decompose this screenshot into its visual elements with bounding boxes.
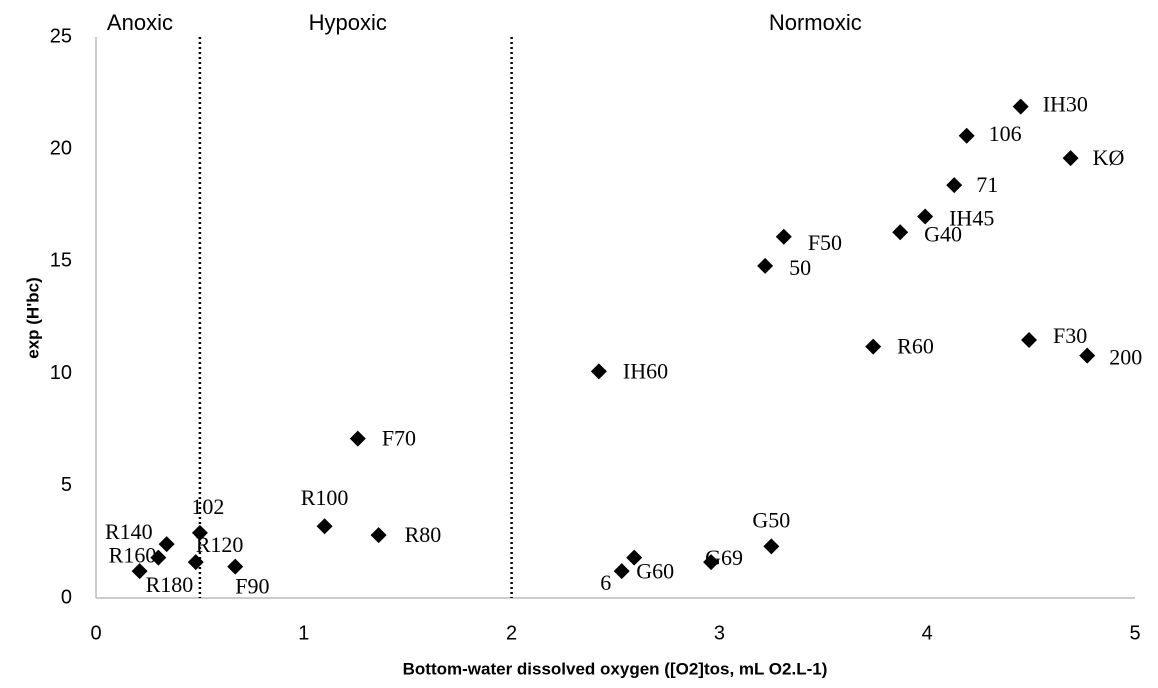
point [158, 536, 175, 553]
point-label: 200 [1109, 345, 1142, 370]
y-tick-label: 0 [61, 586, 72, 608]
point [763, 538, 780, 555]
point-label: F90 [235, 574, 269, 599]
point [613, 563, 630, 580]
point-label: KØ [1093, 145, 1125, 170]
point-label: IH45 [949, 206, 994, 231]
point [917, 208, 934, 225]
point [946, 177, 963, 194]
point [349, 430, 366, 447]
y-tick-label: 15 [50, 250, 72, 272]
point-label: 102 [191, 494, 224, 519]
x-tick-label: 3 [714, 622, 725, 644]
x-tick-label: 5 [1129, 622, 1140, 644]
zone-label: Hypoxic [309, 10, 387, 35]
point [892, 224, 909, 241]
point-label: R140 [105, 519, 153, 544]
x-tick-label: 1 [298, 622, 309, 644]
point [1012, 98, 1029, 115]
point-label: R120 [196, 532, 244, 557]
point [191, 524, 208, 541]
point-label: F50 [808, 230, 842, 255]
y-tick-label: 5 [61, 474, 72, 496]
y-axis-title: exp (H'bc) [23, 277, 42, 359]
y-tick-label: 10 [50, 362, 72, 384]
y-tick-label: 25 [50, 25, 72, 47]
point-label: R80 [405, 522, 442, 547]
point-label: IH60 [623, 358, 668, 383]
point [1079, 347, 1096, 364]
point [370, 527, 387, 544]
point-label: R180 [146, 572, 194, 597]
point-label: 50 [789, 255, 811, 280]
point [150, 549, 167, 566]
point-label: G60 [636, 559, 674, 584]
point [131, 563, 148, 580]
x-tick-label: 4 [922, 622, 933, 644]
point-label: R100 [301, 485, 349, 510]
point [865, 338, 882, 355]
point [757, 257, 774, 274]
point-label: F30 [1053, 323, 1087, 348]
point [227, 558, 244, 575]
point-label: G69 [705, 545, 743, 570]
point-label: G40 [924, 221, 962, 246]
point [590, 363, 607, 380]
x-tick-label: 2 [506, 622, 517, 644]
point-label: 6 [600, 570, 611, 595]
point-label: F70 [382, 426, 416, 451]
zone-label: Anoxic [107, 10, 173, 35]
point-label: R160 [109, 543, 157, 568]
point-label: R60 [897, 334, 934, 359]
point [626, 549, 643, 566]
point [1062, 150, 1079, 167]
zone-label: Normoxic [769, 10, 862, 35]
x-axis-title: Bottom-water dissolved oxygen ([O2]tos, … [403, 659, 828, 678]
point [958, 127, 975, 144]
point [316, 518, 333, 535]
point-label: 106 [989, 121, 1022, 146]
point [703, 554, 720, 571]
point-label: G50 [752, 507, 790, 532]
point [187, 554, 204, 571]
point-label: IH30 [1043, 92, 1088, 117]
point [1021, 331, 1038, 348]
y-tick-label: 20 [50, 137, 72, 159]
x-tick-label: 0 [90, 622, 101, 644]
point-label: 71 [976, 172, 998, 197]
point [775, 228, 792, 245]
